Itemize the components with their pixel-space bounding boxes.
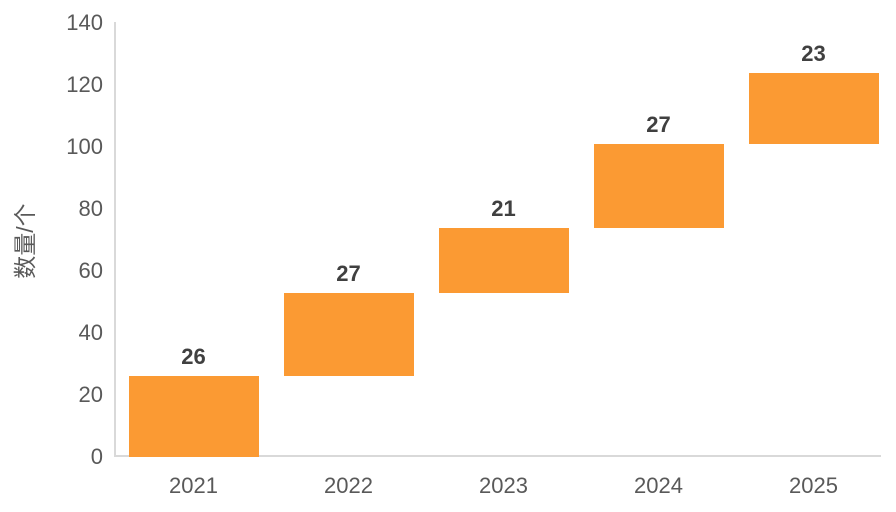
- x-axis-label-2025: 2025: [789, 473, 838, 498]
- x-axis-label-2024: 2024: [634, 473, 683, 498]
- x-axis-label-2022: 2022: [324, 473, 373, 498]
- bar-value-label-2022: 27: [336, 260, 361, 286]
- y-tick-label-40: 40: [78, 320, 103, 345]
- x-axis-line: [114, 455, 881, 457]
- bar-value-label-2023: 21: [491, 195, 516, 221]
- bar-2023: [438, 227, 569, 293]
- y-tick-label-140: 140: [66, 10, 103, 35]
- y-tick-label-100: 100: [66, 134, 103, 159]
- x-axis-label-2021: 2021: [169, 473, 218, 498]
- bar-value-label-2021: 26: [181, 344, 206, 370]
- y-tick-label-80: 80: [78, 196, 103, 221]
- y-tick-label-20: 20: [78, 382, 103, 407]
- x-axis-label-2023: 2023: [479, 473, 528, 498]
- y-tick-label-0: 0: [90, 444, 103, 469]
- bar-2025: [748, 72, 879, 144]
- y-tick-label-60: 60: [78, 258, 103, 283]
- bar-value-label-2024: 27: [646, 111, 671, 137]
- bar-2024: [593, 143, 724, 228]
- y-axis-title: 数量/个: [12, 203, 38, 279]
- y-tick-label-120: 120: [66, 72, 103, 97]
- bar-value-label-2025: 23: [801, 40, 826, 66]
- bar-2021: [128, 376, 259, 457]
- y-axis-line: [114, 22, 116, 457]
- bar-2022: [283, 292, 414, 377]
